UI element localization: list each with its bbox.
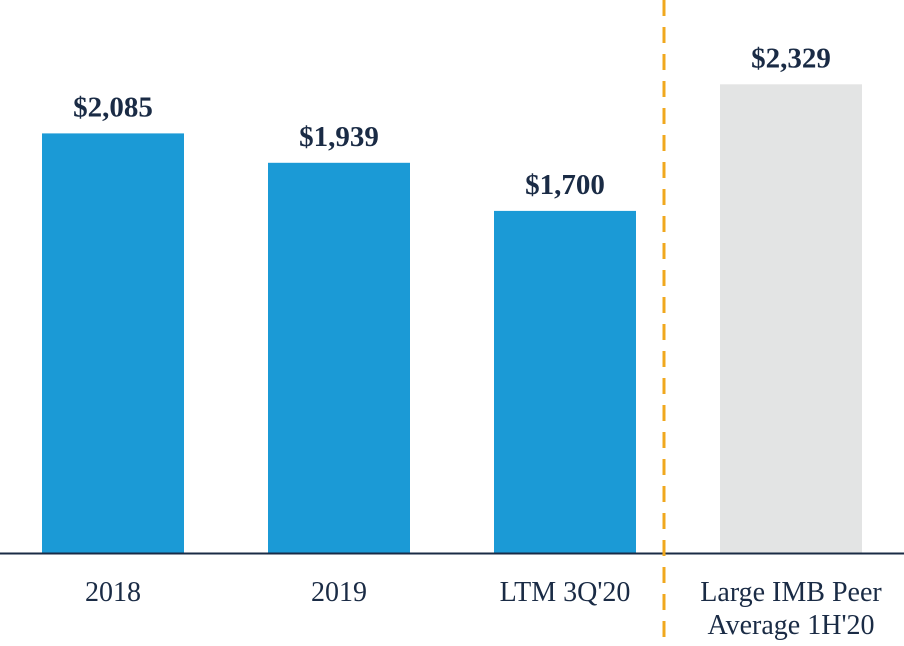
value-label-0: $2,085 [73,91,153,123]
bar-0 [42,133,184,553]
value-label-2: $1,700 [525,169,605,201]
value-label-3: $2,329 [751,42,831,74]
category-label-2: LTM 3Q'20 [500,577,631,608]
bar-2 [494,210,636,553]
bar-3 [720,84,862,554]
value-label-1: $1,939 [299,121,379,153]
category-label-3: Large IMB Peer Average 1H'20 [700,577,882,641]
bar-1 [268,162,410,554]
category-label-1: 2019 [311,577,367,608]
category-label-0: 2018 [85,577,141,608]
